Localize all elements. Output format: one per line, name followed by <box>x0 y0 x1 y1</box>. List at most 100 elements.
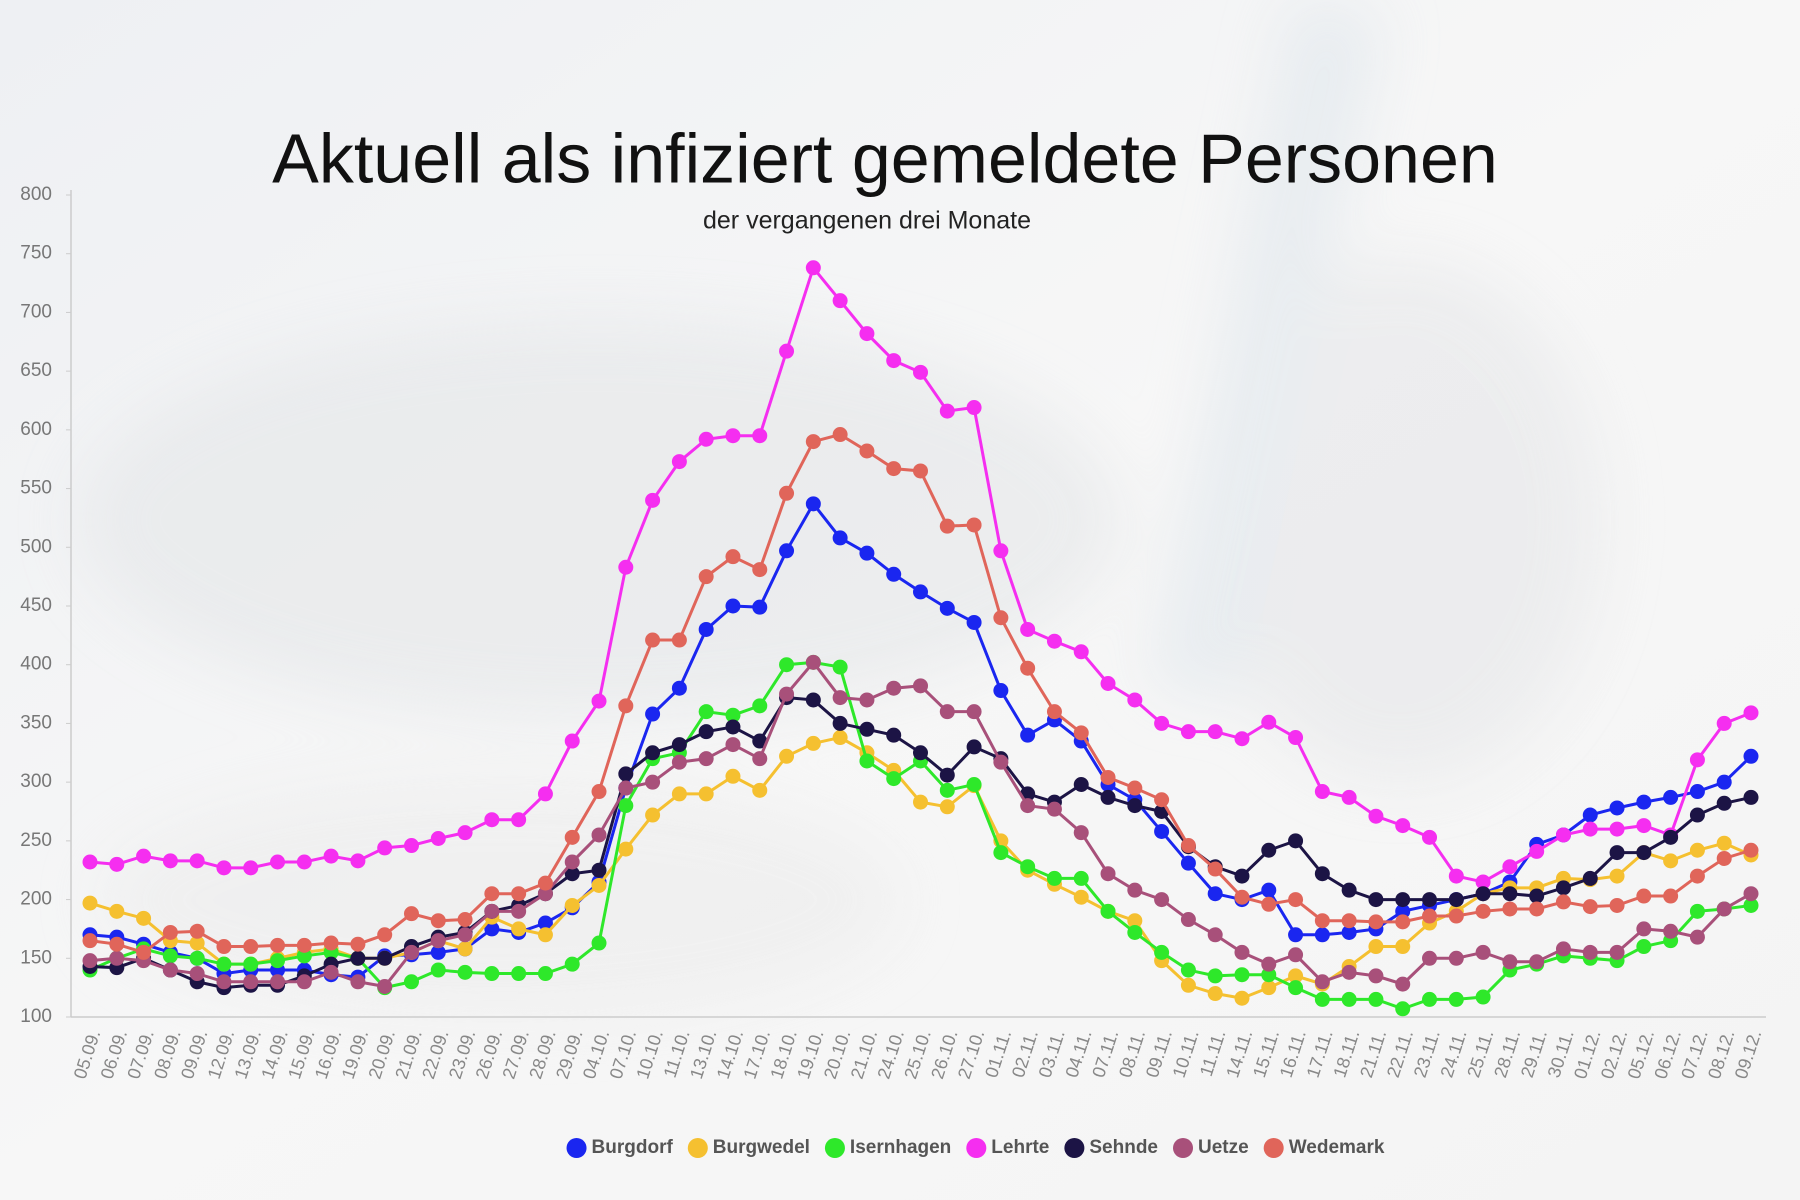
data-point <box>1743 886 1759 902</box>
data-point <box>939 600 955 616</box>
data-point <box>1314 991 1330 1007</box>
data-point <box>430 913 446 929</box>
data-point <box>1288 980 1304 996</box>
data-point <box>430 933 446 949</box>
data-point <box>216 974 232 990</box>
data-point <box>1154 715 1170 731</box>
data-point <box>377 840 393 856</box>
data-point <box>1636 921 1652 937</box>
legend-marker <box>824 1138 845 1158</box>
data-point <box>430 831 446 847</box>
data-point <box>645 774 661 790</box>
data-point <box>1609 800 1625 816</box>
legend-label: Uetze <box>1198 1137 1249 1158</box>
data-point <box>779 343 795 359</box>
data-point <box>1422 829 1438 845</box>
data-point <box>645 706 661 722</box>
data-point <box>1395 1001 1411 1017</box>
data-point <box>457 825 473 841</box>
data-point <box>1395 903 1411 919</box>
data-point <box>403 974 419 990</box>
data-point <box>1341 924 1357 940</box>
data-point <box>1046 870 1062 886</box>
y-tick-label: 800 <box>20 184 52 205</box>
legend-label: Burgdorf <box>592 1137 674 1158</box>
data-point <box>1422 950 1438 966</box>
data-point <box>886 727 902 743</box>
data-point <box>1020 727 1036 743</box>
data-point <box>1314 866 1330 882</box>
data-point <box>511 966 527 982</box>
data-point <box>1368 914 1384 930</box>
data-point <box>189 853 205 869</box>
data-point <box>671 754 687 770</box>
data-point <box>1288 927 1304 943</box>
data-point <box>162 948 178 964</box>
data-point <box>1555 880 1571 896</box>
data-point <box>591 877 607 893</box>
data-point <box>966 704 982 720</box>
data-point <box>1234 868 1250 884</box>
data-point <box>1743 748 1759 764</box>
data-point <box>1020 859 1036 875</box>
data-point <box>1073 776 1089 792</box>
data-point <box>752 599 768 615</box>
data-point <box>832 530 848 546</box>
data-point <box>243 956 259 972</box>
data-point <box>323 964 339 980</box>
y-tick-label: 600 <box>20 419 52 440</box>
data-point <box>82 854 98 870</box>
data-point <box>725 428 741 444</box>
data-point <box>1100 676 1116 692</box>
data-point <box>779 686 795 702</box>
data-point <box>725 707 741 723</box>
data-point <box>752 698 768 714</box>
data-point <box>1529 954 1545 970</box>
data-point <box>1663 888 1679 904</box>
data-point <box>618 841 634 857</box>
data-point <box>1020 798 1036 814</box>
data-point <box>698 704 714 720</box>
legend-label: Sehnde <box>1089 1137 1158 1158</box>
data-point <box>1127 692 1143 708</box>
data-point <box>939 782 955 798</box>
data-point <box>1448 991 1464 1007</box>
y-tick-label: 650 <box>20 360 52 381</box>
data-point <box>1261 896 1277 912</box>
data-point <box>939 799 955 815</box>
data-point <box>645 807 661 823</box>
data-point <box>939 704 955 720</box>
data-point <box>564 829 580 845</box>
data-point <box>698 786 714 802</box>
data-point <box>1582 899 1598 915</box>
legend-label: Wedemark <box>1289 1137 1385 1158</box>
data-point <box>1288 833 1304 849</box>
data-point <box>323 935 339 951</box>
data-point <box>1073 644 1089 660</box>
data-point <box>377 927 393 943</box>
legend-label: Burgwedel <box>713 1137 810 1158</box>
data-point <box>591 862 607 878</box>
data-point <box>1154 892 1170 908</box>
data-point <box>1261 967 1277 983</box>
data-point <box>511 921 527 937</box>
data-point <box>1368 968 1384 984</box>
data-point <box>832 427 848 443</box>
data-point <box>993 845 1009 861</box>
data-point <box>1100 789 1116 805</box>
data-point <box>1127 798 1143 814</box>
data-point <box>886 566 902 582</box>
data-point <box>966 776 982 792</box>
data-point <box>109 936 125 952</box>
data-point <box>1475 944 1491 960</box>
data-point <box>993 543 1009 559</box>
data-point <box>1636 888 1652 904</box>
data-point <box>1368 939 1384 955</box>
data-point <box>537 886 553 902</box>
data-point <box>671 632 687 648</box>
data-point <box>270 937 286 953</box>
data-point <box>189 966 205 982</box>
data-point <box>1395 892 1411 908</box>
data-point <box>377 950 393 966</box>
